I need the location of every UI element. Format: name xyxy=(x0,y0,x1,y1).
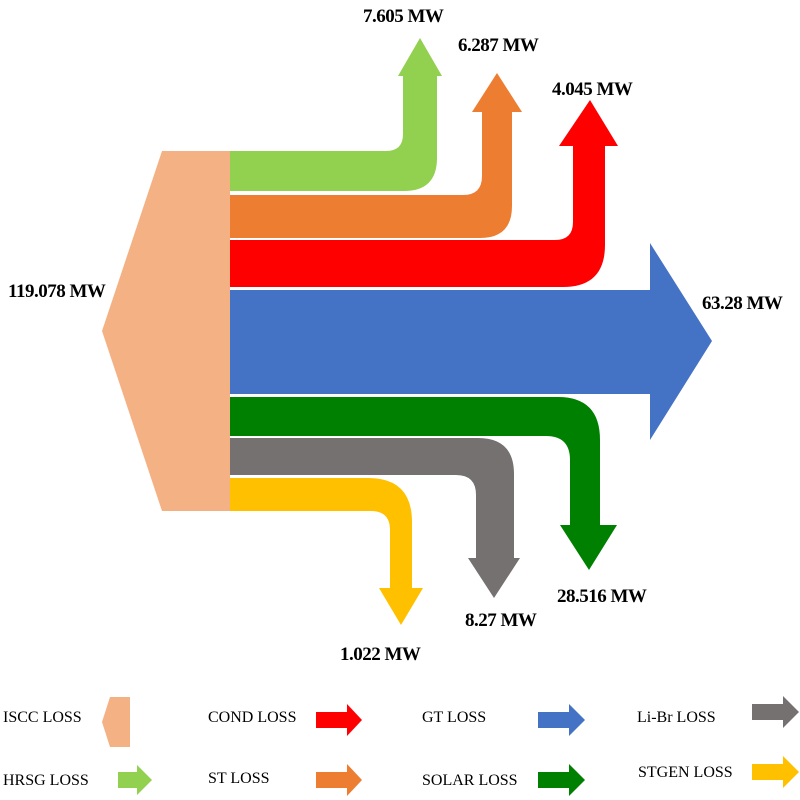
flow-hrsg xyxy=(230,38,442,191)
arrow-right-icon xyxy=(538,704,585,736)
legend-label: COND LOSS xyxy=(208,709,296,726)
stgen-value-label: 1.022 MW xyxy=(340,644,421,665)
source-value-label: 119.078 MW xyxy=(8,281,106,302)
flow-cond xyxy=(230,100,618,287)
st-value-label: 6.287 MW xyxy=(458,35,539,56)
hrsg-value-label: 7.605 MW xyxy=(363,6,444,27)
legend-item-hrsg: HRSG LOSS xyxy=(3,765,152,795)
legend-item-solar: SOLAR LOSS xyxy=(422,764,585,796)
legend-item-libr: Li-Br LOSS xyxy=(637,696,799,728)
source-block xyxy=(102,151,230,511)
legend-item-st: ST LOSS xyxy=(208,764,362,796)
arrow-right-icon xyxy=(752,756,799,788)
libr-value-label: 8.27 MW xyxy=(465,610,537,631)
gt-value-label: 63.28 MW xyxy=(702,293,783,314)
pentagon-icon xyxy=(102,697,130,747)
solar-value-label: 28.516 MW xyxy=(557,586,647,607)
flow-solar xyxy=(230,397,617,570)
flow-stgen xyxy=(230,478,423,625)
arrow-right-icon xyxy=(538,764,585,796)
legend-label: ST LOSS xyxy=(208,770,270,787)
flow-st xyxy=(230,73,522,238)
legend-label: ISCC LOSS xyxy=(3,709,82,726)
flow-gt xyxy=(230,243,712,440)
arrow-right-icon xyxy=(316,764,362,796)
legend-item-gt: GT LOSS xyxy=(422,704,585,736)
arrow-right-icon xyxy=(316,704,362,736)
legend-item-stgen: STGEN LOSS xyxy=(638,756,799,788)
legend-item-cond: COND LOSS xyxy=(208,704,362,736)
legend-item-iscc: ISCC LOSS xyxy=(3,697,130,747)
arrow-right-icon xyxy=(752,696,799,728)
arrow-right-icon xyxy=(118,765,152,795)
legend: ISCC LOSS COND LOSS GT LOSS Li-Br LOSS H… xyxy=(3,696,799,796)
legend-label: Li-Br LOSS xyxy=(637,709,716,726)
cond-value-label: 4.045 MW xyxy=(552,79,633,100)
legend-label: STGEN LOSS xyxy=(638,764,733,781)
legend-label: HRSG LOSS xyxy=(3,772,89,789)
flow-libr xyxy=(230,438,520,598)
legend-label: GT LOSS xyxy=(422,709,486,726)
legend-label: SOLAR LOSS xyxy=(422,772,518,789)
